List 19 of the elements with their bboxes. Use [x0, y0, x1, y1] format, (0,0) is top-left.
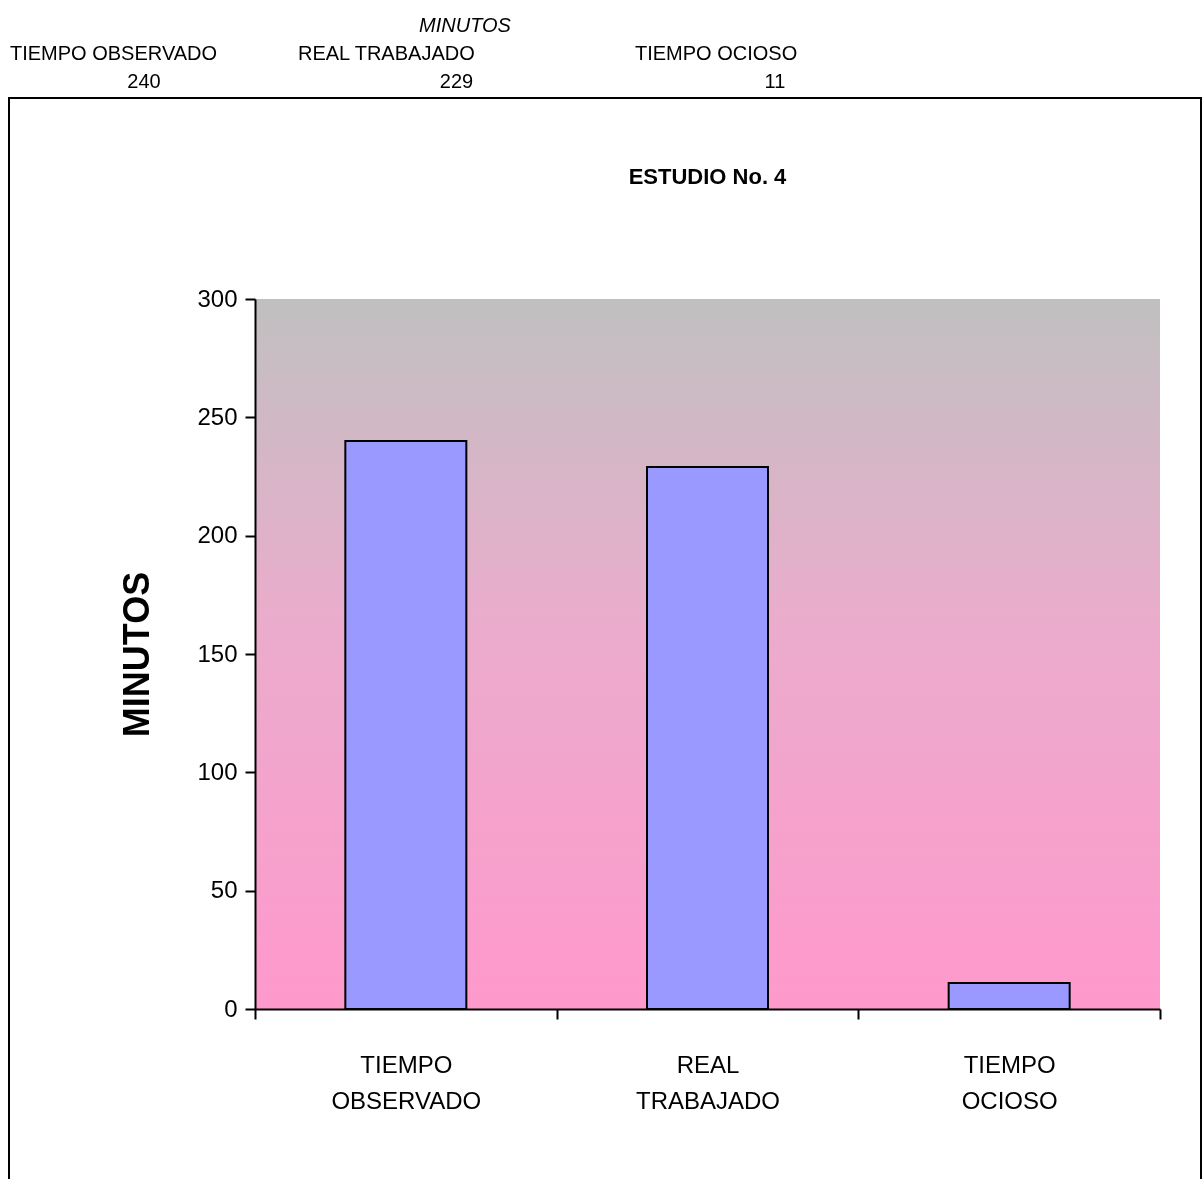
- text: REAL TRABAJADO: [297, 41, 476, 66]
- y-tick-label: 300: [197, 284, 238, 312]
- text: TIEMPO OBSERVADO: [9, 41, 219, 66]
- text: 240: [126, 69, 162, 94]
- x-tick-label: REAL TRABAJADO: [635, 1050, 781, 1114]
- y-tick-label: 250: [197, 402, 238, 430]
- x-tick-label: TIEMPO OCIOSO: [961, 1050, 1058, 1114]
- x-tick-label: TIEMPO OBSERVADO: [331, 1050, 482, 1114]
- y-tick-label: 200: [197, 521, 238, 549]
- chart-title: ESTUDIO No. 4: [628, 164, 788, 189]
- text: MINUTOS: [418, 14, 512, 37]
- y-axis-title: MINUTOS: [116, 571, 158, 738]
- text: 229: [438, 69, 475, 94]
- y-tick-label: 100: [197, 757, 238, 785]
- text: 11: [763, 69, 787, 94]
- y-tick-label: 0: [224, 994, 238, 1022]
- y-tick-label: 150: [197, 639, 238, 667]
- y-tick-label: 50: [210, 876, 238, 904]
- text: TIEMPO OCIOSO: [634, 41, 799, 66]
